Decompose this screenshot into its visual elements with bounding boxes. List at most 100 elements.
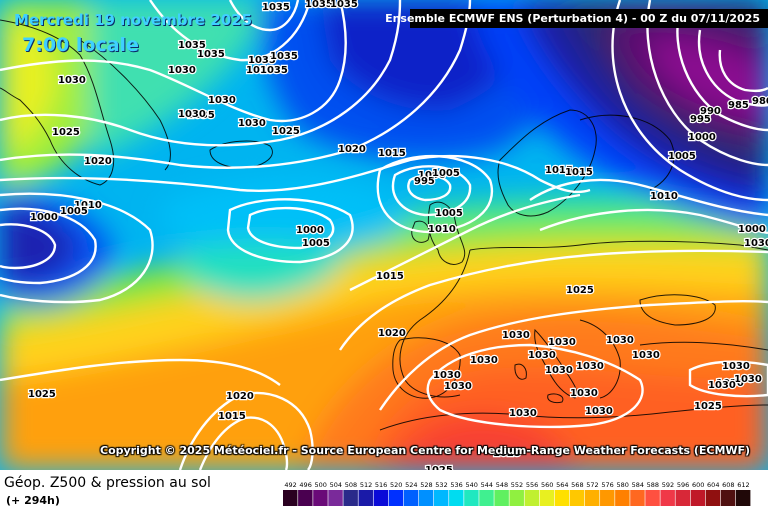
isobar-label: 1015 bbox=[378, 148, 406, 159]
legend-label: 580 bbox=[616, 481, 628, 489]
product-title: Géop. Z500 & pression au sol bbox=[4, 475, 211, 491]
legend-labels: 492 496 500 504 508 512 516 520 524 528 532 536 540 5… bbox=[284, 481, 749, 489]
isobar-label: 1030 bbox=[632, 350, 660, 361]
isobar-label: 1035 bbox=[305, 0, 333, 10]
legend-swatch bbox=[584, 490, 600, 506]
isobar-label: 1025 bbox=[493, 448, 521, 459]
isobar-label: 1000 bbox=[688, 132, 716, 143]
legend-swatch bbox=[554, 490, 570, 506]
legend-label: 576 bbox=[601, 481, 613, 489]
isobar-label: 1035 bbox=[178, 40, 206, 51]
isobar-label: 1010 bbox=[74, 200, 102, 211]
isobar-label: 1000 bbox=[738, 224, 766, 235]
legend-label: 600 bbox=[692, 481, 704, 489]
isobar-label: 1030 bbox=[444, 381, 472, 392]
isobar-label: 1030 bbox=[585, 406, 613, 417]
isobar-label: 1030 bbox=[708, 380, 736, 391]
legend-swatch bbox=[403, 490, 419, 506]
isobar-label: 1035 bbox=[330, 0, 358, 10]
isobar-labels: 1035 103510351035103510351035103510351035… bbox=[27, 0, 768, 470]
legend-swatch bbox=[524, 490, 540, 506]
legend-label: 544 bbox=[481, 481, 493, 489]
legend-label: 520 bbox=[390, 481, 402, 489]
isobar-label: 1030 bbox=[433, 370, 461, 381]
legend-label: 524 bbox=[405, 481, 417, 489]
isobar-label: 990 bbox=[700, 106, 721, 117]
isobar-label: 1030 bbox=[744, 238, 768, 249]
legend-swatch bbox=[569, 490, 585, 506]
isobar-label: 1025 bbox=[425, 465, 453, 470]
isobar-label: 1025 bbox=[272, 126, 300, 137]
isobar-label: 1030 bbox=[576, 361, 604, 372]
legend-label: 536 bbox=[450, 481, 462, 489]
legend-swatch bbox=[615, 490, 630, 506]
isobar-label: 1030 bbox=[502, 330, 530, 341]
legend-label: 528 bbox=[420, 481, 432, 489]
legend-label: 532 bbox=[435, 481, 447, 489]
legend-swatch bbox=[660, 490, 675, 506]
isobar-label: 1015 bbox=[545, 165, 573, 176]
color-scale-legend: 492 496 500 504 508 512 516 520 524 528 532 536 540 5… bbox=[283, 481, 751, 506]
legend-label: 512 bbox=[360, 481, 372, 489]
legend-label: 560 bbox=[541, 481, 553, 489]
legend-swatch bbox=[720, 490, 736, 506]
forecast-local-time: 7:00 locale bbox=[22, 34, 139, 56]
legend-swatch bbox=[479, 490, 494, 506]
legend-label: 548 bbox=[496, 481, 508, 489]
model-run-banner bbox=[410, 9, 768, 28]
legend-label: 584 bbox=[632, 481, 644, 489]
isobar-label: 1030 bbox=[722, 361, 750, 372]
legend-label: 596 bbox=[677, 481, 689, 489]
isobar-label: 1035 bbox=[262, 2, 290, 13]
isobar-label: 1030 bbox=[570, 388, 598, 399]
model-run-label: Ensemble ECMWF ENS (Perturbation 4) - 00… bbox=[385, 12, 760, 25]
isobar-label: 1025 bbox=[566, 285, 594, 296]
legend-label: 540 bbox=[465, 481, 477, 489]
isobar-label: 1000 bbox=[30, 212, 58, 223]
legend-swatch bbox=[358, 490, 373, 506]
legend-swatch bbox=[373, 490, 389, 506]
isobar-label: 1030 bbox=[606, 335, 634, 346]
legend-swatch bbox=[675, 490, 691, 506]
legend-swatch bbox=[735, 490, 751, 506]
isobar-label: 995 bbox=[414, 176, 435, 187]
isobar-label: 1005 bbox=[302, 238, 330, 249]
legend-label: 568 bbox=[571, 481, 583, 489]
isobar-label: 1010 bbox=[650, 191, 678, 202]
isobar-label: 1020 bbox=[338, 144, 366, 155]
forecast-date: Mercredi 19 novembre 2025 bbox=[14, 11, 253, 29]
legend-label: 608 bbox=[722, 481, 734, 489]
isobar-label: 1030 bbox=[58, 75, 86, 86]
legend-label: 604 bbox=[707, 481, 719, 489]
legend-label: 492 bbox=[284, 481, 296, 489]
isobar-label: 1035 bbox=[246, 65, 274, 76]
copyright-notice: Copyright © 2025 Météociel.fr - Source E… bbox=[100, 444, 751, 457]
isobar-label: 1035 bbox=[187, 110, 215, 121]
isobar-label: 985 bbox=[728, 100, 749, 111]
isobar-label: 1030 bbox=[470, 355, 498, 366]
isobar-label: 1000 bbox=[296, 225, 324, 236]
legend-swatch bbox=[494, 490, 509, 506]
legend-swatches bbox=[283, 490, 751, 506]
isobar-label: 995 bbox=[690, 114, 711, 125]
legend-label: 504 bbox=[330, 481, 342, 489]
legend-swatch bbox=[343, 490, 358, 506]
isobar-label: 1020 bbox=[226, 391, 254, 402]
isobar-label: 1030 bbox=[208, 95, 236, 106]
legend-swatch bbox=[690, 490, 706, 506]
isobar-label: 1015 bbox=[376, 271, 404, 282]
isobar-label: 1005 bbox=[60, 206, 88, 217]
legend-swatch bbox=[328, 490, 343, 506]
legend-label: 496 bbox=[299, 481, 311, 489]
isobar-label: 1005 bbox=[668, 151, 696, 162]
legend-swatch bbox=[313, 490, 328, 506]
legend-label: 556 bbox=[526, 481, 538, 489]
isobar-label: 980 bbox=[752, 96, 768, 107]
legend-label: 516 bbox=[375, 481, 387, 489]
isobar-label: 1035 bbox=[260, 65, 288, 76]
legend-swatch bbox=[388, 490, 404, 506]
legend-swatch bbox=[509, 490, 524, 506]
land-outlines bbox=[0, 19, 768, 431]
legend-swatch bbox=[433, 490, 449, 506]
isobar-label: 1005 bbox=[435, 208, 463, 219]
